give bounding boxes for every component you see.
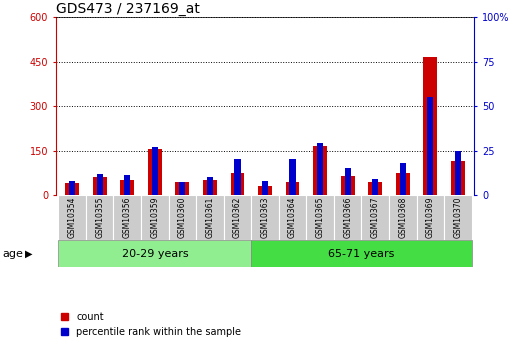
Text: GSM10356: GSM10356 [123,197,132,238]
Bar [93,177,107,195]
Bar [69,181,75,195]
Bar [65,183,79,195]
Bar [444,195,472,240]
Text: age: age [3,249,23,258]
Text: GSM10363: GSM10363 [261,197,269,238]
Bar [451,161,465,195]
Text: GDS473 / 237169_at: GDS473 / 237169_at [56,2,199,16]
Text: GSM10359: GSM10359 [151,197,160,238]
Bar [396,173,410,195]
Bar [175,181,189,195]
Bar [317,144,323,195]
Bar [58,240,251,267]
Bar [313,146,327,195]
Bar [427,97,434,195]
Legend: count, percentile rank within the sample: count, percentile rank within the sample [60,312,241,337]
Bar [86,195,113,240]
Bar [372,179,378,195]
Bar [417,195,444,240]
Bar [389,195,417,240]
Bar [179,183,186,195]
Bar [141,195,169,240]
Bar [234,159,241,195]
Bar [152,147,158,195]
Bar [120,180,134,195]
Text: GSM10360: GSM10360 [178,197,187,238]
Bar [169,195,196,240]
Bar [341,176,355,195]
Text: GSM10365: GSM10365 [315,197,324,238]
Bar [207,177,213,195]
Bar [279,195,306,240]
Bar [203,180,217,195]
Bar [262,181,268,195]
Text: ▶: ▶ [25,249,33,258]
Bar [96,174,103,195]
Bar [334,195,361,240]
Bar [124,175,130,195]
Bar [58,195,86,240]
Bar [286,181,299,195]
Bar [148,149,162,195]
Bar [113,195,141,240]
Text: 65-71 years: 65-71 years [328,249,395,258]
Text: GSM10362: GSM10362 [233,197,242,238]
Text: GSM10367: GSM10367 [370,197,379,238]
Bar [258,186,272,195]
Bar [423,57,437,195]
Bar [455,150,461,195]
Bar [361,195,389,240]
Bar [196,195,224,240]
Bar [344,168,351,195]
Text: GSM10361: GSM10361 [206,197,215,238]
Text: GSM10368: GSM10368 [398,197,407,238]
Bar [251,195,279,240]
Bar [306,195,334,240]
Bar [231,173,244,195]
Bar [368,181,382,195]
Text: GSM10366: GSM10366 [343,197,352,238]
Bar [224,195,251,240]
Text: 20-29 years: 20-29 years [121,249,188,258]
Text: GSM10370: GSM10370 [453,197,462,238]
Text: GSM10364: GSM10364 [288,197,297,238]
Text: GSM10354: GSM10354 [68,197,77,238]
Text: GSM10369: GSM10369 [426,197,435,238]
Bar [400,163,406,195]
Bar [251,240,472,267]
Bar [289,159,296,195]
Text: GSM10355: GSM10355 [95,197,104,238]
